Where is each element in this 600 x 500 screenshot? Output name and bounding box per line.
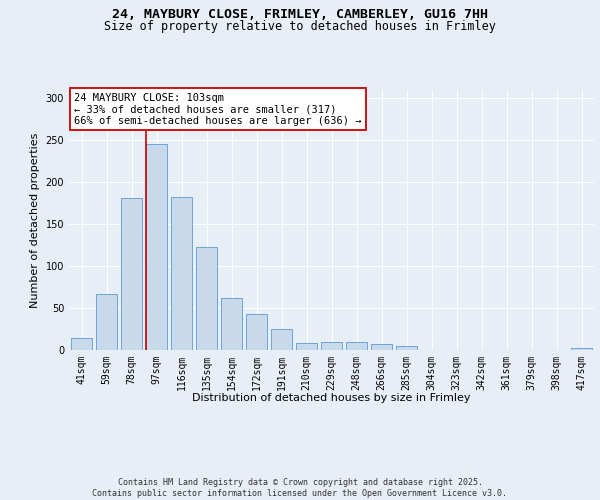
Bar — [321, 342, 342, 350]
Bar — [171, 196, 192, 350]
Text: Contains HM Land Registry data © Crown copyright and database right 2025.
Contai: Contains HM Land Registry data © Crown c… — [92, 478, 508, 498]
Bar — [196, 247, 217, 350]
Bar — [396, 346, 417, 350]
Bar — [246, 314, 267, 350]
Bar — [121, 198, 142, 350]
Bar — [371, 344, 392, 350]
Bar — [346, 342, 367, 350]
Bar — [96, 294, 117, 350]
Bar — [221, 298, 242, 350]
Bar — [146, 144, 167, 350]
Bar — [71, 338, 92, 350]
Text: 24, MAYBURY CLOSE, FRIMLEY, CAMBERLEY, GU16 7HH: 24, MAYBURY CLOSE, FRIMLEY, CAMBERLEY, G… — [112, 8, 488, 20]
Text: 24 MAYBURY CLOSE: 103sqm
← 33% of detached houses are smaller (317)
66% of semi-: 24 MAYBURY CLOSE: 103sqm ← 33% of detach… — [74, 92, 362, 126]
Bar — [571, 348, 592, 350]
Text: Size of property relative to detached houses in Frimley: Size of property relative to detached ho… — [104, 20, 496, 33]
Bar — [271, 329, 292, 350]
X-axis label: Distribution of detached houses by size in Frimley: Distribution of detached houses by size … — [192, 393, 471, 403]
Bar — [296, 344, 317, 350]
Y-axis label: Number of detached properties: Number of detached properties — [30, 132, 40, 308]
